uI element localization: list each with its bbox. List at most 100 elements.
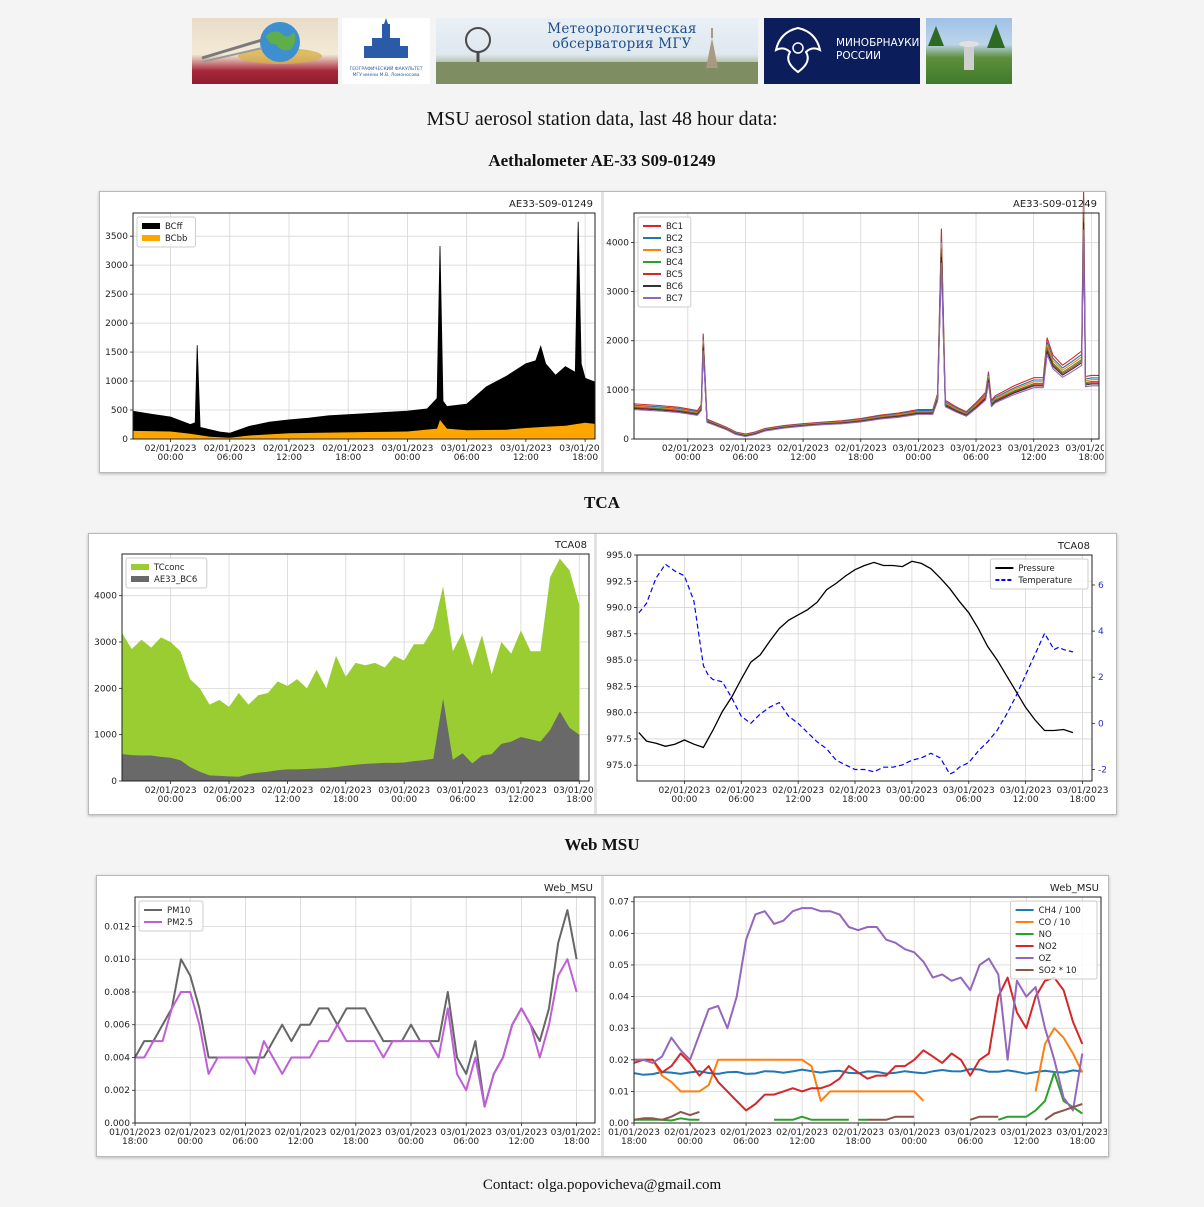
x-tick-label: 02/01/2023 <box>204 444 256 454</box>
x-tick-label: 02/01/2023 <box>772 786 824 796</box>
x-tick-label: 03/01/2023 <box>495 786 547 796</box>
y-tick-label: 0 <box>623 435 629 445</box>
legend-label: AE33_BC6 <box>154 575 197 585</box>
x-tick-label: 03/01/2023 <box>553 786 594 796</box>
chart-ae33-bc: AE33-S09-01249 0 500 1000 1500 2000 2500 3000 35… <box>105 199 600 463</box>
x-tick-label: 18:00 <box>572 453 598 463</box>
x-tick-label: 02/01/2023 <box>261 786 313 796</box>
x-tick-label: 02/01/2023 <box>835 444 887 454</box>
x-tick-label: 02/01/2023 <box>203 786 255 796</box>
y-tick-label: 0.05 <box>609 961 629 971</box>
y-tick-label: 980.0 <box>606 709 632 719</box>
globe-icon <box>201 22 322 64</box>
x-tick-label: 18:00 <box>564 1137 590 1147</box>
legend-label: BCbb <box>165 234 187 244</box>
x-tick-label: 02/01/2023 <box>658 786 710 796</box>
legend-label: BC5 <box>666 270 683 280</box>
x-tick-label: 06:00 <box>733 1137 759 1147</box>
x-tick-label: 03/01/2023 <box>888 1128 940 1138</box>
series-line-bc5 <box>633 217 1099 437</box>
x-tick-label: 12:00 <box>785 795 811 805</box>
coat-of-arms-icon <box>774 26 822 74</box>
y-tick-label: 0.06 <box>609 929 629 939</box>
x-tick-label: 01/01/2023 <box>109 1128 161 1138</box>
header-banner: ГЕОГРАФИЧЕСКИЙ ФАКУЛЬТЕТ МГУ имени М.В. … <box>192 18 1012 84</box>
series-line-bc4 <box>633 212 1099 437</box>
legend-swatch <box>142 235 160 241</box>
x-tick-label: 06:00 <box>453 1137 479 1147</box>
x-tick-label: 06:00 <box>216 795 242 805</box>
x-tick-label: 03/01/2023 <box>500 444 552 454</box>
x-tick-label: 18:00 <box>1070 795 1096 805</box>
x-tick-label: 02/01/2023 <box>829 786 881 796</box>
series-area-bcbb <box>133 419 595 439</box>
msu-building-icon <box>364 18 408 58</box>
x-tick-label: 03/01/2023 <box>892 444 944 454</box>
legend-label: NO2 <box>1039 942 1057 952</box>
x-tick-label: 03/01/2023 <box>559 444 600 454</box>
x-tick-label: 00:00 <box>398 1137 424 1147</box>
globe-logo-image <box>192 18 338 84</box>
y-tick-label: 975.0 <box>606 761 632 771</box>
x-tick-label: 02/01/2023 <box>164 1128 216 1138</box>
y-tick-label: 0.01 <box>609 1087 629 1097</box>
y-tick-label: 985.0 <box>606 656 632 666</box>
x-tick-label: 12:00 <box>1013 1137 1039 1147</box>
y2-tick-label: 0 <box>1098 719 1104 729</box>
series-line-pressure <box>638 560 1074 749</box>
series-line-oz <box>634 907 1084 1112</box>
x-tick-label: 03/01/2023 <box>1057 786 1109 796</box>
series-area-bcff <box>132 221 596 440</box>
legend-label: PM2.5 <box>167 918 193 928</box>
ministry-title: МИНОБРНАУКИ РОССИИ <box>836 37 920 62</box>
x-tick-label: 12:00 <box>1013 795 1039 805</box>
plot-frame <box>132 212 596 440</box>
x-tick-label: 02/01/2023 <box>662 444 714 454</box>
y-tick-label: 0.008 <box>104 988 130 998</box>
plot-frame <box>633 212 1100 440</box>
y2-tick-label: 6 <box>1098 581 1104 591</box>
y-tick-label: 1000 <box>94 731 117 741</box>
chart-title: TCA08 <box>554 540 587 551</box>
x-tick-label: 18:00 <box>842 795 868 805</box>
legend-label: BC1 <box>666 222 683 232</box>
observatory-scene-icon <box>436 27 758 84</box>
y2-tick-label: 4 <box>1098 627 1104 637</box>
legend-box <box>1010 900 1098 980</box>
x-tick-label: 18:00 <box>621 1137 647 1147</box>
y-tick-label: 3000 <box>94 638 117 648</box>
legend-label: BC2 <box>666 234 683 244</box>
observatory-banner-image: Метеорологическая обсерватория МГУ <box>436 18 758 84</box>
x-tick-label: 18:00 <box>1069 1137 1095 1147</box>
x-tick-label: 06:00 <box>957 1137 983 1147</box>
y-tick-label: 0 <box>111 777 117 787</box>
y-tick-label: 0.002 <box>104 1086 130 1096</box>
y-tick-label: 3000 <box>105 261 128 271</box>
legend-label: CO / 10 <box>1039 918 1071 928</box>
x-tick-label: 02/01/2023 <box>145 444 197 454</box>
x-tick-label: 02/01/2023 <box>275 1128 327 1138</box>
y-tick-label: 982.5 <box>606 682 632 692</box>
x-tick-label: 03/01/2023 <box>886 786 938 796</box>
x-tick-label: 02/01/2023 <box>219 1128 271 1138</box>
x-tick-label: 00:00 <box>901 1137 927 1147</box>
y-tick-label: 0.04 <box>609 993 629 1003</box>
x-tick-label: 06:00 <box>454 453 480 463</box>
chart-tca-conc: TCA080100020003000400002/01/202300:0002/… <box>94 540 594 805</box>
x-tick-label: 02/01/2023 <box>330 1128 382 1138</box>
x-tick-label: 06:00 <box>963 453 989 463</box>
legend-label: Temperature <box>1017 576 1072 586</box>
x-tick-label: 02/01/2023 <box>263 444 315 454</box>
x-tick-label: 02/01/2023 <box>720 1128 772 1138</box>
x-tick-label: 12:00 <box>288 1137 314 1147</box>
x-tick-label: 02/01/2023 <box>720 444 772 454</box>
legend-label: PM10 <box>167 906 190 916</box>
series-line-so2-10 <box>633 1103 1083 1121</box>
legend-box <box>637 216 692 308</box>
chart-title: TCA08 <box>1057 541 1090 552</box>
tca-panel: TCA08 0 1000 2000 3000 4000 02/01/2023 00:00 02/… <box>88 533 1117 815</box>
y-tick-label: 2500 <box>105 290 128 300</box>
series-line-no <box>634 1071 1083 1122</box>
legend-label: OZ <box>1039 954 1052 964</box>
x-tick-label: 00:00 <box>158 453 184 463</box>
